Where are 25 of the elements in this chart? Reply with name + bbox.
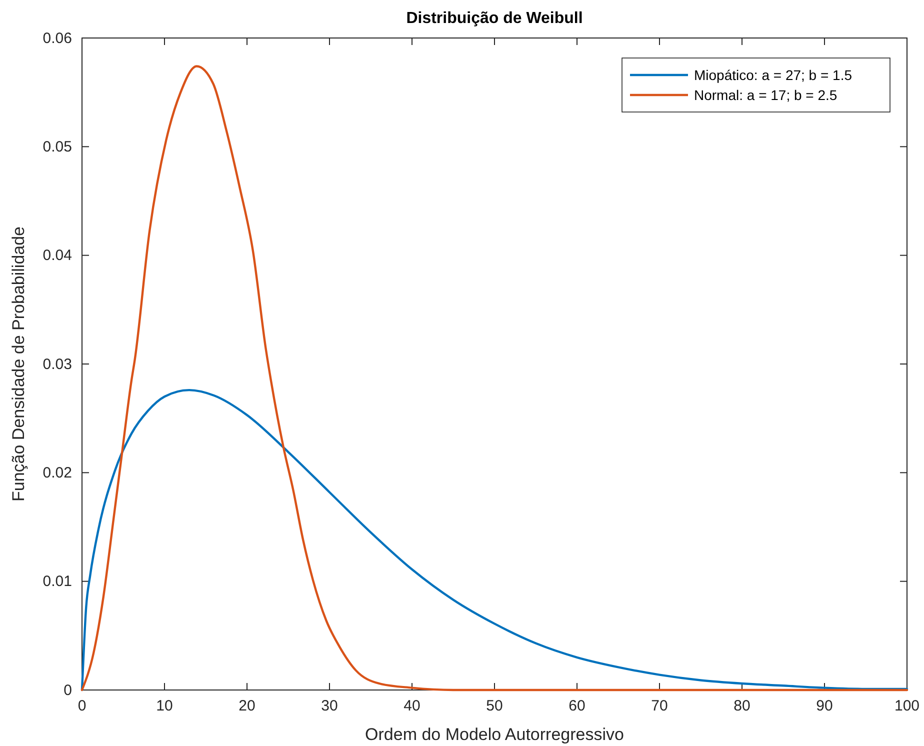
line-series — [80, 388, 908, 692]
legend-label: Miopático: a = 27; b = 1.5 — [694, 67, 852, 83]
legend-label: Normal: a = 17; b = 2.5 — [694, 87, 838, 103]
x-tick-label: 90 — [816, 698, 833, 715]
x-tick-label: 20 — [238, 698, 256, 715]
x-tick-label: 50 — [486, 698, 503, 715]
x-tick-label: 80 — [734, 698, 750, 715]
y-tick-label: 0.06 — [42, 30, 72, 47]
y-tick-label: 0.01 — [42, 573, 72, 590]
x-axis-title: Ordem do Modelo Autorregressivo — [365, 725, 624, 744]
x-tick-label: 40 — [404, 698, 420, 715]
x-tick-label: 0 — [78, 698, 86, 715]
y-tick-label: 0.05 — [42, 138, 72, 156]
y-axis-title: Função Densidade de Probabilidade — [9, 226, 28, 502]
y-tick-label: 0.02 — [42, 464, 72, 482]
x-tick-label: 60 — [568, 698, 586, 715]
x-tick-label: 30 — [321, 698, 338, 715]
y-tick-label: 0 — [64, 682, 72, 699]
y-tick-label: 0.03 — [42, 356, 72, 373]
x-tick-label: 10 — [156, 698, 173, 715]
y-tick-label: 0.04 — [42, 247, 72, 264]
x-tick-label: 70 — [651, 698, 668, 715]
x-tick-label: 100 — [894, 698, 920, 715]
chart-title: Distribuição de Weibull — [406, 10, 583, 27]
line-series — [80, 65, 908, 692]
